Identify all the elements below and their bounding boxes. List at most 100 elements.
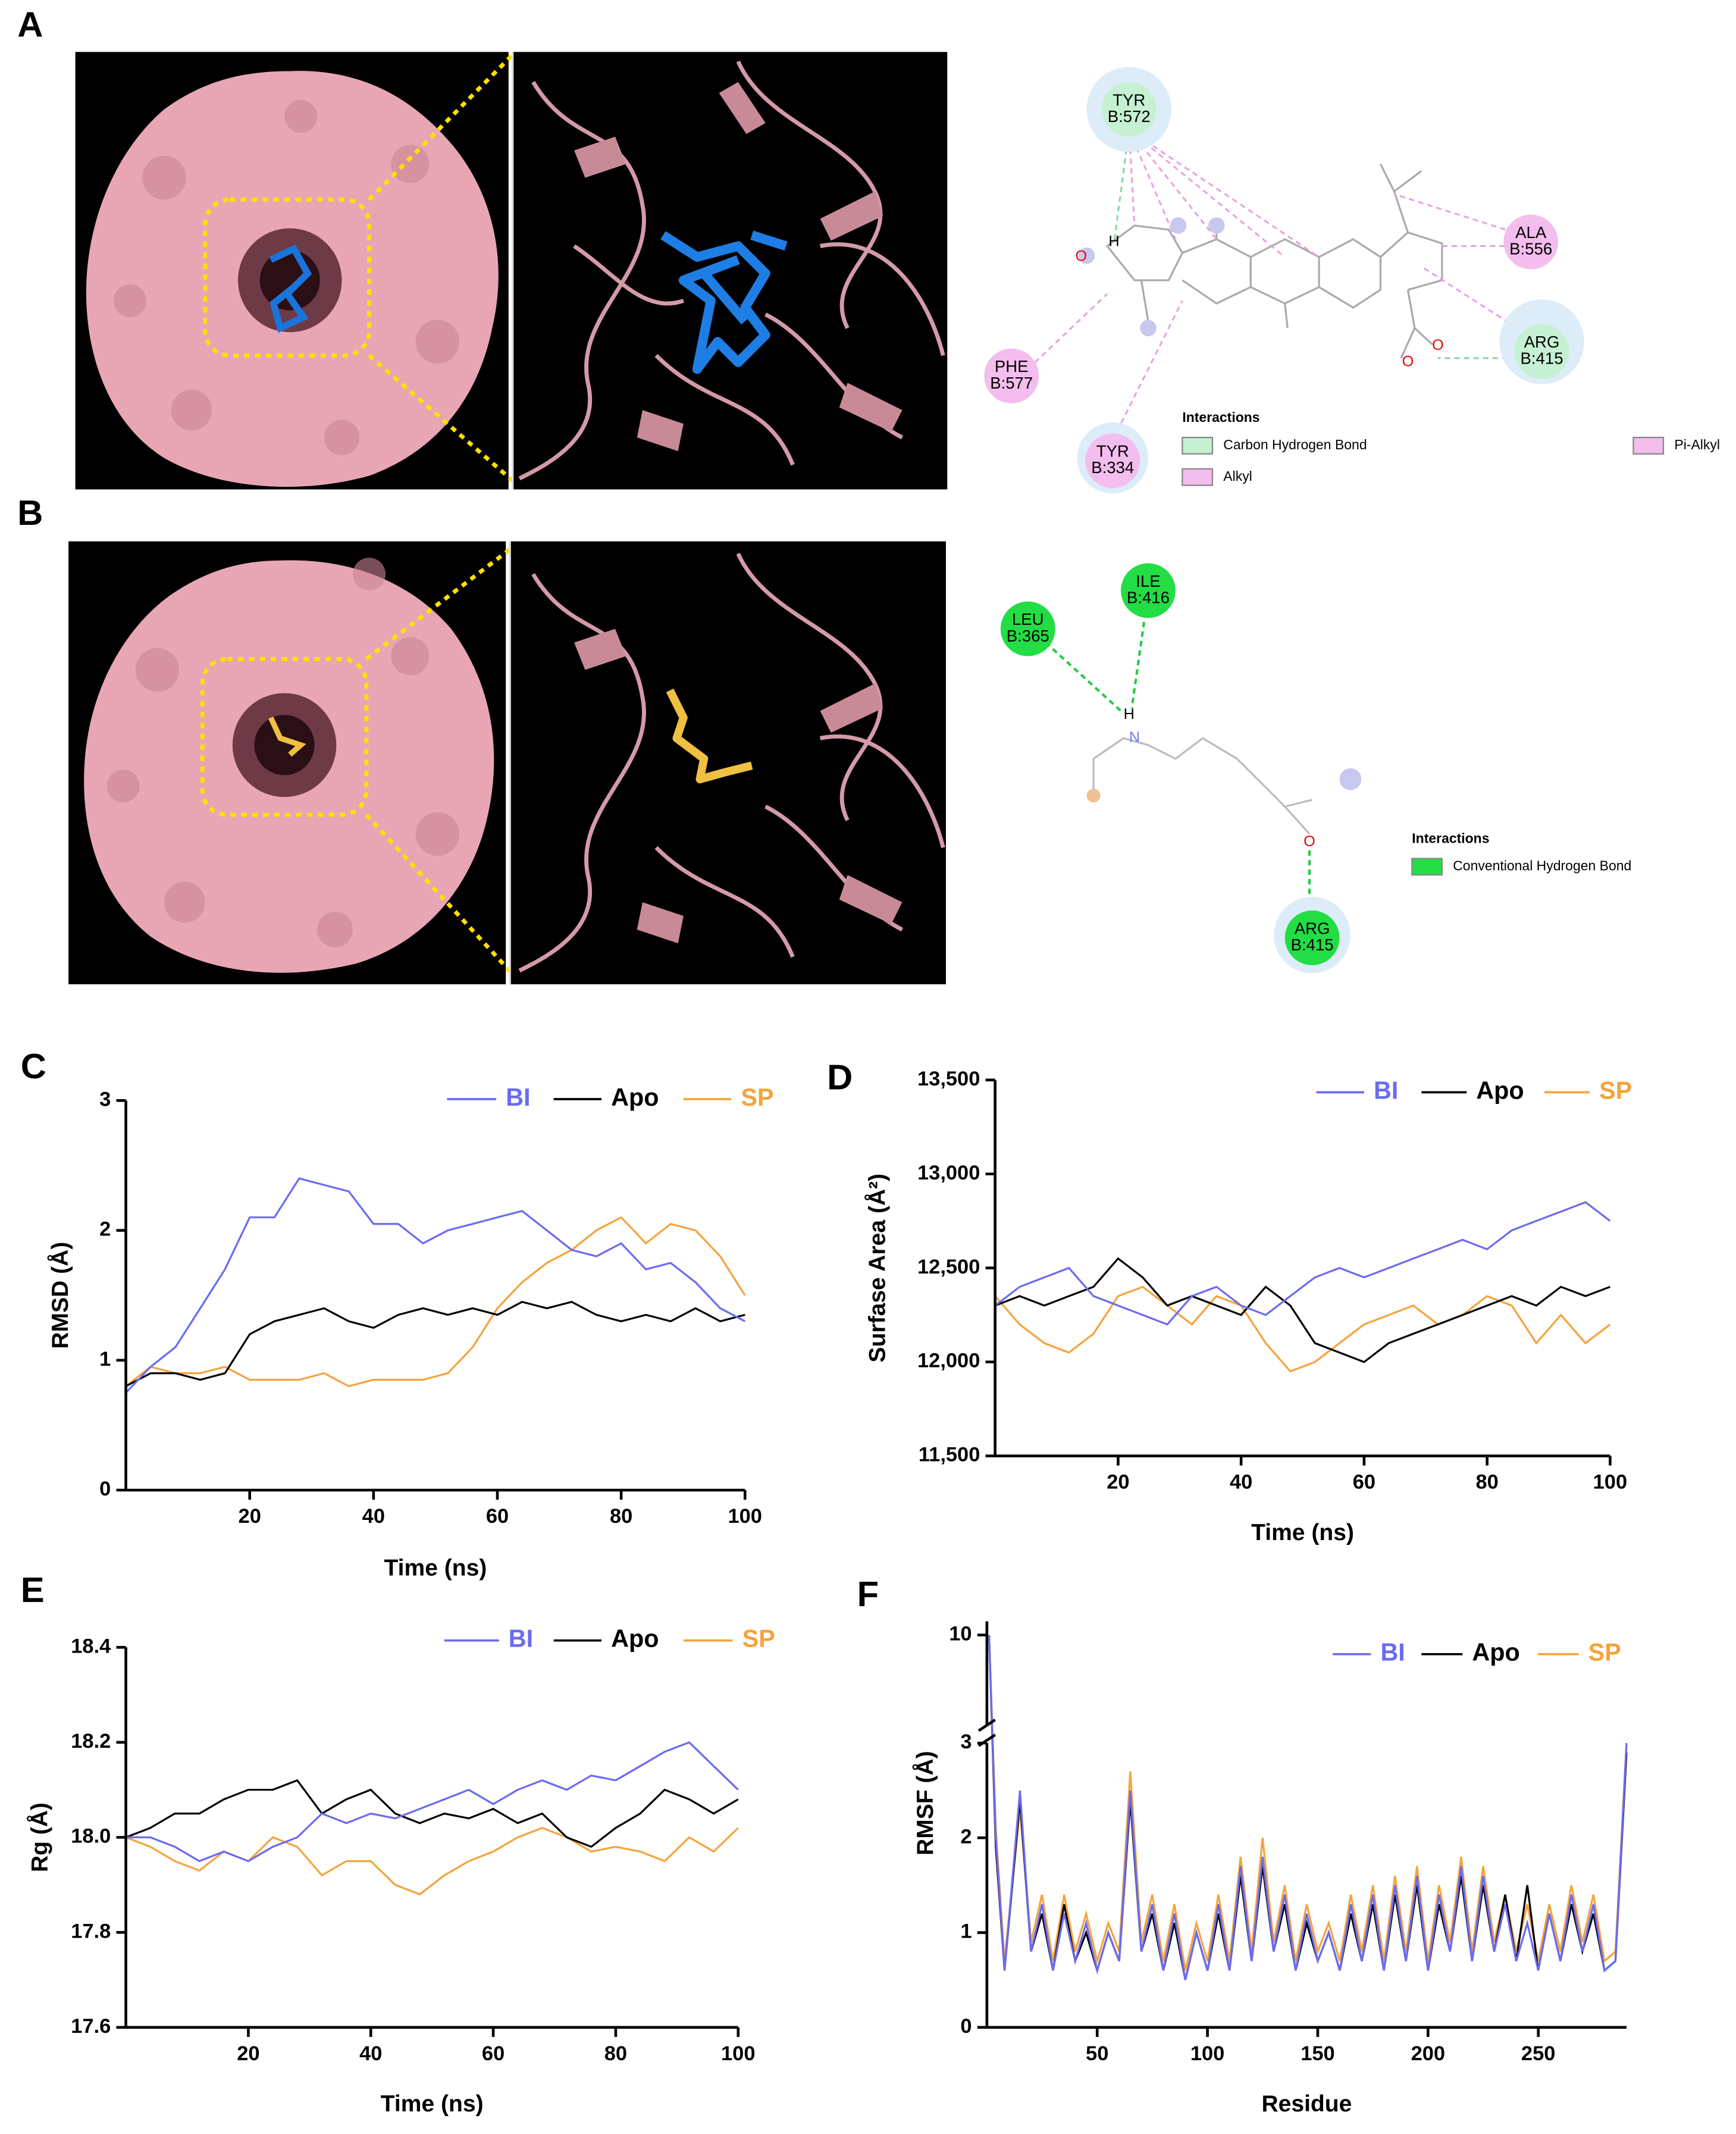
residue-id: B:416 [1127, 588, 1170, 606]
atom-label: O [1303, 833, 1315, 850]
legend-label: Conventional Hydrogen Bond [1453, 858, 1631, 874]
x-axis-title: Time (ns) [384, 1556, 487, 1581]
x-tick-label: 80 [1475, 1471, 1498, 1494]
legend-label: BI [509, 1625, 533, 1653]
x-tick-label: 20 [239, 1505, 261, 1528]
residue-id: B:415 [1291, 935, 1334, 954]
legend-label: SP [1588, 1639, 1621, 1666]
residue-name: ARG [1524, 333, 1560, 351]
y-tick-label: 18.0 [71, 1825, 111, 1848]
series-line [126, 1779, 739, 1848]
legend-label: Carbon Hydrogen Bond [1223, 437, 1367, 452]
panel-label: E [21, 1570, 45, 1610]
ligand-skeleton-a [1105, 163, 1443, 359]
y-axis-title: RMSD (Å) [47, 1242, 73, 1349]
residue-id: B:365 [1007, 627, 1049, 645]
legend-swatch [1182, 436, 1214, 455]
y-tick-label: 17.6 [71, 2015, 111, 2038]
residue-name: TYR [1096, 442, 1129, 461]
y-tick-label: 1 [99, 1348, 111, 1370]
residue-id: B:577 [990, 374, 1033, 392]
legend-title: Interactions [1182, 409, 1259, 425]
residue-name: PHE [995, 357, 1029, 376]
ligand-skeleton-b [1092, 737, 1312, 835]
legend-swatch [1632, 436, 1665, 455]
residue-node [1101, 82, 1157, 137]
legend-swatch [1182, 468, 1214, 486]
zoom-line [365, 813, 521, 983]
y-tick-label: 3 [99, 1088, 111, 1110]
x-tick-label: 40 [359, 2042, 382, 2065]
interaction-lines-a [1027, 129, 1518, 441]
x-tick-label: 40 [362, 1505, 385, 1528]
interaction-lines-b [1045, 612, 1311, 916]
series-line [125, 1216, 746, 1388]
residue-node [1000, 601, 1055, 656]
y-tick-label: 18.4 [71, 1635, 111, 1657]
x-tick-label: 100 [1190, 2042, 1224, 2065]
panel-label: F [857, 1574, 879, 1614]
legend-label: Apo [1472, 1639, 1519, 1666]
x-axis-title: Time (ns) [1251, 1520, 1354, 1545]
x-tick-label: 200 [1411, 2042, 1445, 2065]
series-line [126, 1826, 739, 1896]
legend-label: SP [741, 1084, 773, 1111]
x-axis-title: Time (ns) [381, 2091, 484, 2117]
zoom-image-b [509, 541, 946, 985]
legend-label: Apo [611, 1625, 659, 1653]
legend-swatch [1411, 858, 1443, 876]
residue-name: ALA [1515, 223, 1547, 242]
residue-name: TYR [1113, 90, 1145, 109]
atom-label: O [1432, 337, 1444, 353]
y-tick-label: 13,000 [917, 1162, 980, 1184]
residue-id: B:415 [1521, 349, 1563, 367]
residue-node [1503, 214, 1559, 270]
x-tick-label: 100 [721, 2042, 755, 2065]
legend-title: Interactions [1412, 831, 1489, 846]
residue-name: ARG [1295, 919, 1330, 937]
residue-node [1514, 324, 1569, 379]
y-tick-label: 2 [99, 1218, 111, 1241]
residue-id: B:334 [1091, 458, 1134, 477]
series-line [994, 1285, 1611, 1373]
legend-label: Apo [1476, 1077, 1524, 1104]
x-tick-label: 80 [604, 2042, 627, 2065]
legend-label: Pi-Alkyl [1674, 437, 1720, 452]
x-tick-label: 80 [610, 1505, 632, 1528]
x-tick-label: 100 [1593, 1471, 1627, 1494]
atom-label: H [1124, 706, 1135, 722]
panel-label: B [17, 493, 43, 533]
legend-label: BI [1374, 1077, 1398, 1104]
atom-label: H [1108, 233, 1119, 249]
surface-image-b [68, 541, 506, 985]
residue-node [1120, 563, 1176, 618]
y-axis-title: RMSF (Å) [912, 1751, 938, 1855]
zoom-image-a [511, 52, 948, 490]
panel-label: C [21, 1046, 46, 1086]
residue-id: B:572 [1108, 107, 1151, 126]
atom-label: O [1402, 353, 1414, 370]
legend-label: SP [1599, 1077, 1632, 1104]
x-tick-label: 100 [728, 1505, 762, 1528]
x-tick-label: 40 [1230, 1471, 1252, 1494]
panel-label: D [827, 1057, 853, 1097]
y-tick-label: 13,500 [917, 1068, 980, 1090]
x-tick-label: 50 [1086, 2042, 1108, 2065]
zoom-line [368, 53, 515, 201]
x-tick-label: 60 [486, 1505, 509, 1528]
y-tick-label: 10 [949, 1623, 972, 1645]
zoom-line [365, 542, 518, 661]
legend-label: BI [1380, 1639, 1405, 1666]
legend-label: SP [742, 1625, 775, 1653]
series-line [988, 1635, 1628, 1980]
x-tick-label: 20 [1107, 1471, 1129, 1494]
residue-name: LEU [1012, 610, 1044, 628]
legend-label: Apo [611, 1084, 659, 1111]
series-line [994, 1201, 1611, 1326]
legend-label: BI [506, 1084, 530, 1111]
x-tick-label: 150 [1301, 2042, 1334, 2065]
axis-break [977, 1719, 996, 1732]
residue-node [1284, 910, 1340, 965]
zoom-line [368, 353, 521, 489]
